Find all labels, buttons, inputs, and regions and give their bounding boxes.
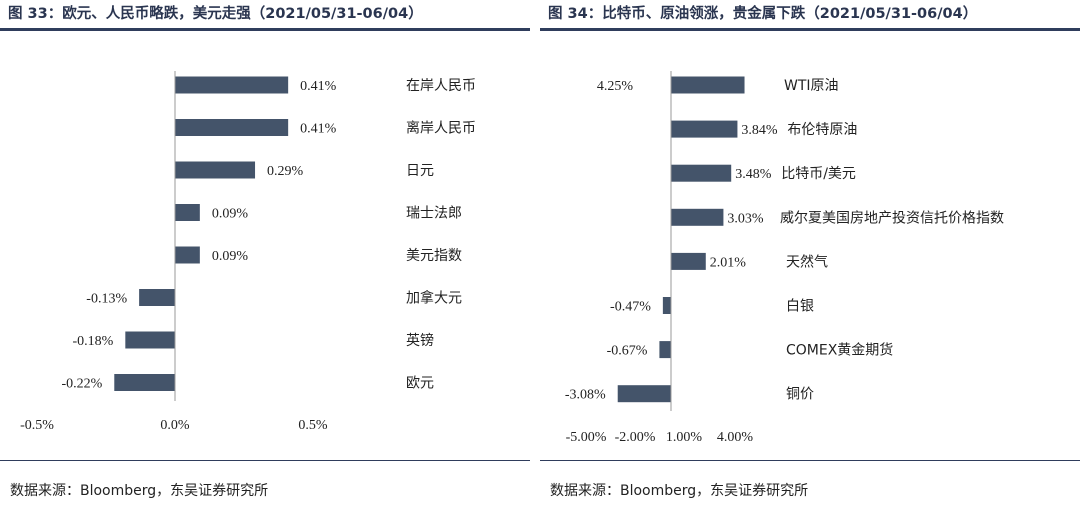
title-underline [540, 28, 1080, 31]
category-label-5: 加拿大元 [406, 290, 462, 307]
data-label-1: 3.84% [741, 123, 778, 138]
category-label-2: 日元 [406, 163, 434, 179]
category-label-7: 欧元 [406, 376, 434, 392]
source-note: 数据来源：Bloomberg，东吴证券研究所 [550, 483, 809, 499]
title-underline [0, 28, 530, 31]
x-tick-label-1: -2.00% [615, 430, 656, 445]
category-label-2: 比特币/美元 [781, 166, 856, 182]
bar-chart-fx: 0.41% 在岸人民币 0.41% 离岸人民币 0.29% 日元 0.09% 瑞士法郎 0.09… [20, 71, 476, 433]
data-label-2: 3.48% [735, 167, 772, 182]
source-divider [0, 460, 530, 461]
data-label-7: -0.22% [61, 377, 102, 392]
category-label-3: 威尔夏美国房地产投资信托价格指数 [780, 210, 1004, 226]
bar-2 [175, 161, 256, 179]
category-label-6: 英镑 [406, 332, 434, 349]
category-label-6: COMEX黄金期货 [786, 342, 893, 359]
data-label-4: 2.01% [710, 255, 747, 270]
x-tick-label-0: -5.00% [566, 430, 607, 445]
bar-0 [671, 76, 745, 94]
category-label-4: 美元指数 [406, 248, 462, 264]
data-label-6: -0.18% [72, 334, 113, 349]
bar-4 [671, 252, 706, 270]
category-label-0: 在岸人民币 [406, 78, 476, 94]
x-tick-label-3: 4.00% [717, 430, 754, 445]
data-label-0: 4.25% [597, 79, 634, 94]
x-tick-label-2: 1.00% [666, 430, 703, 445]
category-label-1: 布伦特原油 [787, 122, 857, 138]
bar-7 [114, 374, 175, 391]
category-label-5: 白银 [786, 299, 814, 315]
chart-title: 图 34：比特币、原油领涨，贵金属下跌（2021/05/31-06/04） [548, 6, 978, 22]
category-label-1: 离岸人民币 [406, 120, 476, 137]
chart-title: 图 33：欧元、人民币略跌，美元走强（2021/05/31-06/04） [8, 6, 423, 22]
bar-1 [671, 120, 738, 138]
category-label-4: 天然气 [786, 253, 828, 270]
bar-5 [662, 297, 671, 314]
bar-6 [125, 331, 175, 349]
x-tick-label-0: -0.5% [20, 418, 54, 433]
x-tick-label-2: 0.5% [298, 418, 328, 433]
bar-2 [671, 164, 732, 182]
data-label-2: 0.29% [267, 164, 304, 179]
bar-5 [139, 289, 175, 306]
category-label-3: 瑞士法郎 [406, 206, 462, 222]
source-divider [540, 460, 1080, 461]
data-label-5: -0.47% [610, 300, 651, 315]
bar-4 [175, 246, 200, 264]
chart-panel-33: 图 33：欧元、人民币略跌，美元走强（2021/05/31-06/04） 0.4… [0, 0, 530, 506]
bar-6 [659, 341, 671, 359]
bar-7 [617, 385, 671, 403]
source-note: 数据来源：Bloomberg，东吴证券研究所 [10, 483, 269, 499]
data-label-5: -0.13% [86, 292, 127, 307]
data-label-3: 0.09% [212, 207, 249, 222]
bar-3 [671, 208, 724, 226]
data-label-1: 0.41% [300, 122, 337, 137]
category-label-7: 铜价 [786, 387, 814, 403]
data-label-3: 3.03% [727, 211, 764, 226]
data-label-6: -0.67% [607, 344, 648, 359]
bar-0 [175, 76, 289, 94]
bar-chart-commodities: 4.25% WTI原油 3.84% 布伦特原油 3.48% 比特币/美元 3.03% 威尔夏美… [565, 71, 1004, 445]
bar-1 [175, 119, 289, 136]
data-label-4: 0.09% [212, 249, 249, 264]
bar-3 [175, 204, 200, 221]
data-label-0: 0.41% [300, 79, 337, 94]
category-label-0: WTI原油 [784, 78, 839, 94]
data-label-7: -3.08% [565, 388, 606, 403]
chart-panel-34: 图 34：比特币、原油领涨，贵金属下跌（2021/05/31-06/04） 4.… [540, 0, 1080, 506]
x-tick-label-1: 0.0% [160, 418, 190, 433]
